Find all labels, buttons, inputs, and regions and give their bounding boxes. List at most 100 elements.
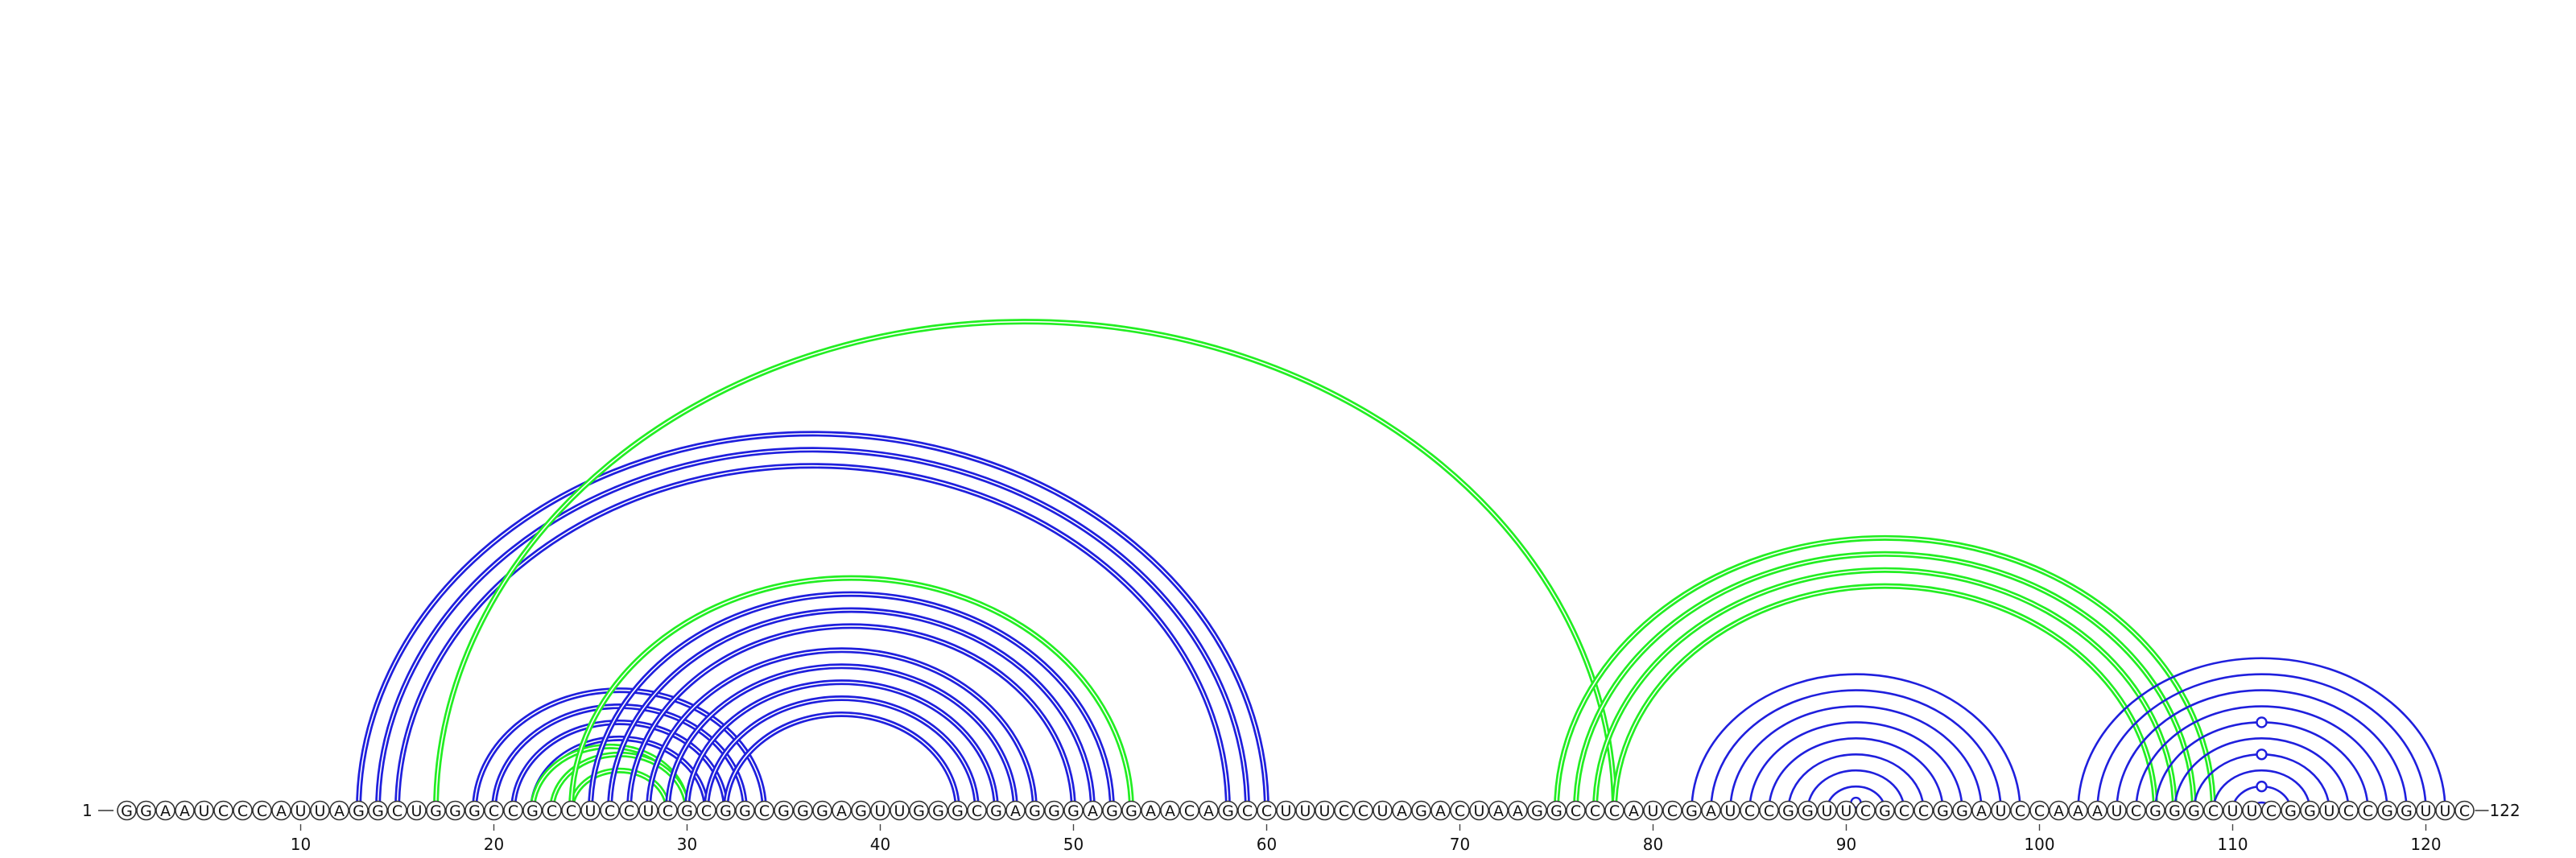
nucleotide-circle: [233, 800, 253, 821]
nucleotide-43: G: [928, 800, 948, 821]
nucleotide-circle: [1856, 800, 1876, 821]
nucleotide-circle: [175, 800, 195, 821]
nucleotide-9: A: [271, 800, 291, 821]
nucleotide-letter: G: [353, 802, 365, 820]
nucleotide-letter: C: [759, 802, 770, 820]
blue-arc-105-118: [2135, 705, 2388, 811]
nucleotide-circle: [986, 800, 1006, 821]
nucleotide-circle: [310, 800, 330, 821]
nucleotide-32: G: [716, 800, 736, 821]
nucleotide-circle: [658, 800, 678, 821]
nucleotide-45: C: [967, 800, 987, 821]
nucleotide-letter: U: [315, 802, 326, 820]
nucleotide-circle: [1276, 800, 1296, 821]
nucleotide-letter: C: [2266, 802, 2277, 820]
nucleotide-73: A: [1508, 800, 1528, 821]
nucleotide-circle: [1063, 800, 1084, 821]
nucleotide-letter: A: [2073, 802, 2083, 820]
blue-arc-30-46-inner: [686, 681, 997, 811]
nucleotide-letter: G: [2401, 802, 2413, 820]
nucleotide-circle: [870, 800, 890, 821]
green-arc-78-106-inner: [1613, 585, 2157, 811]
nucleotide-67: A: [1392, 800, 1412, 821]
nucleotide-97: A: [1971, 800, 1992, 821]
nucleotide-letter: G: [1686, 802, 1698, 820]
nucleotide-circle: [832, 800, 852, 821]
nucleotide-40: U: [870, 800, 890, 821]
nucleotide-70: C: [1450, 800, 1470, 821]
nucleotide-circle: [967, 800, 987, 821]
nucleotide-circle: [1798, 800, 1818, 821]
nucleotide-circle: [851, 800, 871, 821]
nucleotide-circle: [1025, 800, 1045, 821]
nucleotide-circle: [1643, 800, 1663, 821]
nucleotide-82: G: [1682, 800, 1702, 821]
nucleotide-69: A: [1430, 800, 1451, 821]
nucleotide-circle: [387, 800, 407, 821]
nucleotide-38: A: [832, 800, 852, 821]
nucleotide-circle: [1894, 800, 1914, 821]
nucleotide-letter: C: [1571, 802, 1581, 820]
nucleotide-circle: [2126, 800, 2146, 821]
nucleotide-letter: C: [489, 802, 499, 820]
nucleotide-circle: [1817, 800, 1837, 821]
nucleotide-61: U: [1276, 800, 1296, 821]
nucleotide-letter: A: [1629, 802, 1639, 820]
nucleotide-letter: C: [1339, 802, 1349, 820]
blue-arc-109-114: [2212, 769, 2311, 811]
nucleotide-letter: G: [913, 802, 925, 820]
nucleotide-circle: [1334, 800, 1354, 821]
arc-marker-106-117: [2256, 716, 2268, 728]
nucleotide-circle: [2416, 800, 2436, 821]
nucleotide-letter: G: [1067, 802, 1080, 820]
nucleotide-circle: [1740, 800, 1760, 821]
nucleotide-letter: A: [1010, 802, 1021, 820]
axis-tick-label-60: 60: [1257, 835, 1277, 854]
nucleotide-letter: G: [2188, 802, 2200, 820]
nucleotide-letter: G: [1802, 802, 1814, 820]
nucleotide-letter: G: [952, 802, 964, 820]
nucleotide-46: G: [986, 800, 1006, 821]
nucleotide-circle: [1141, 800, 1161, 821]
nucleotide-letter: C: [237, 802, 248, 820]
nucleotide-circle: [2184, 800, 2204, 821]
nucleotide-circle: [716, 800, 736, 821]
nucleotide-25: U: [580, 800, 601, 821]
nucleotide-letter: G: [1782, 802, 1794, 820]
nucleotide-41: U: [890, 800, 910, 821]
nucleotide-111: U: [2242, 800, 2262, 821]
nucleotide-letter: C: [1358, 802, 1368, 820]
nucleotide-circle: [2087, 800, 2107, 821]
nucleotide-letter: C: [257, 802, 267, 820]
nucleotide-64: C: [1334, 800, 1354, 821]
nucleotide-116: C: [2339, 800, 2359, 821]
nucleotide-letter: U: [1300, 802, 1311, 820]
nucleotide-circle: [1701, 800, 1721, 821]
axis-tick-label-40: 40: [870, 835, 890, 854]
nucleotide-letter: G: [430, 802, 442, 820]
green-arc-75-109-inner: [1555, 537, 2215, 811]
nucleotide-letter: U: [2227, 802, 2239, 820]
blue-arc-85-96: [1748, 721, 1963, 811]
nucleotide-20: C: [484, 800, 504, 821]
nucleotide-circle: [1121, 800, 1141, 821]
nucleotide-letter: C: [2343, 802, 2354, 820]
nucleotide-letter: C: [2131, 802, 2141, 820]
nucleotide-circle: [213, 800, 233, 821]
nucleotide-circle: [2358, 800, 2378, 821]
nucleotide-circle: [1257, 800, 1277, 821]
nucleotide-10: U: [291, 800, 311, 821]
nucleotide-55: A: [1160, 800, 1180, 821]
nucleotide-letter: C: [2459, 802, 2470, 820]
nucleotide-letter: G: [1048, 802, 1060, 820]
nucleotide-circle: [1083, 800, 1103, 821]
nucleotide-circle: [1662, 800, 1682, 821]
nucleotide-118: G: [2377, 800, 2397, 821]
nucleotide-80: U: [1643, 800, 1663, 821]
blue-arc-103-120: [2096, 673, 2427, 811]
nucleotide-circle: [1546, 800, 1567, 821]
nucleotide-letter: G: [797, 802, 809, 820]
nucleotide-circle: [1373, 800, 1393, 821]
nucleotide-letter: U: [295, 802, 307, 820]
